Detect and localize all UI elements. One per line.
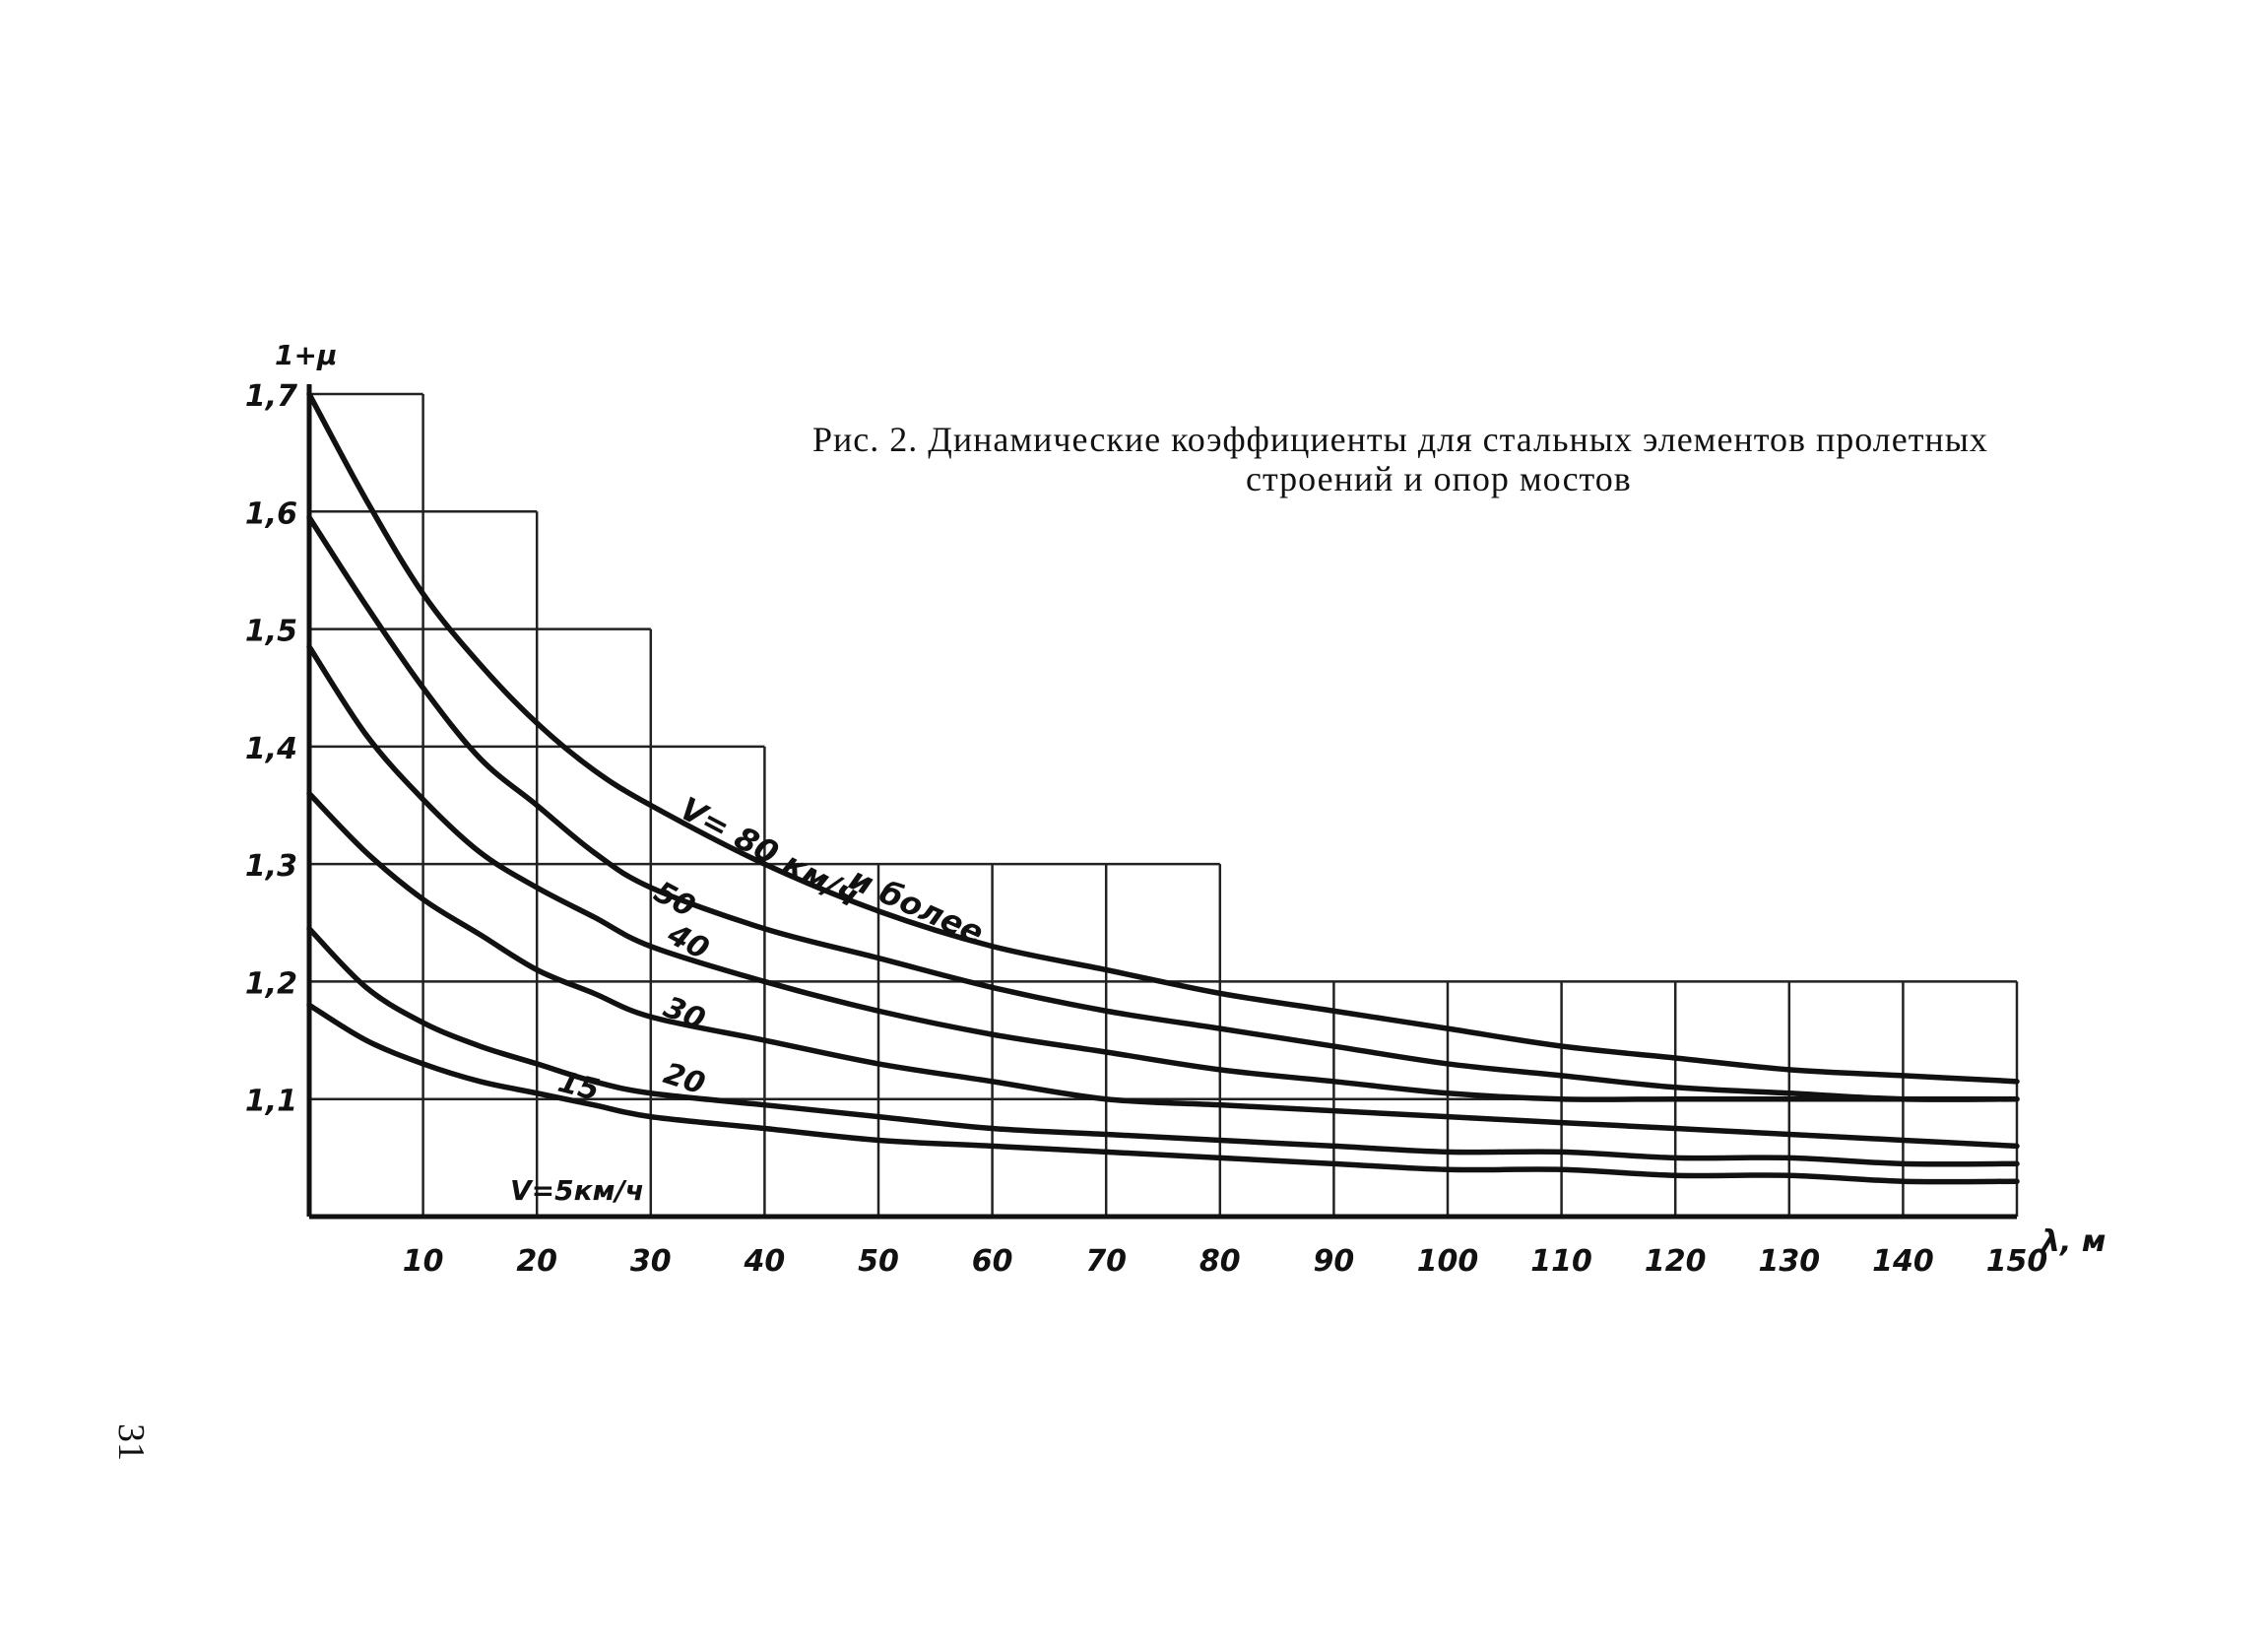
page-number: 31 [110,1423,152,1461]
x-tick-label: 40 [744,1244,786,1279]
x-tick-label: 150 [1986,1244,2048,1279]
series-curve [306,1002,2020,1185]
x-axis-title: λ, м [2040,1224,2106,1259]
series-curve [306,790,2020,1150]
y-tick-label: 1,3 [245,849,297,884]
x-tick-label: 30 [630,1244,672,1279]
x-tick-label: 130 [1758,1244,1820,1279]
figure-caption-line-2: строений и опор мостов [1246,459,1632,498]
x-tick-label: 100 [1417,1244,1479,1279]
series-label: V=5км/ч [510,1174,644,1207]
x-tick-label: 20 [516,1244,557,1279]
x-tick-label: 50 [858,1244,899,1279]
axes [306,384,2017,1220]
x-tick-label: 70 [1085,1244,1127,1279]
y-tick-label: 1,5 [245,615,297,649]
series-label: 40 [661,917,714,967]
y-tick-label: 1,7 [245,379,297,414]
tick-labels: 10 20 30 40 50 60 70 80 90 100 110 120 130 140 1501,11… [245,339,2106,1279]
series-label: 50 [648,875,700,925]
x-tick-label: 90 [1314,1244,1355,1279]
y-tick-label: 1,6 [245,496,297,531]
curves [306,391,2020,1185]
series-curve [306,391,2020,1085]
series-label: 15 [554,1065,603,1108]
series-label: V= 80 км/ч [674,790,865,915]
series-curve [306,643,2020,1102]
series-curve [306,926,2020,1167]
x-tick-label: 110 [1530,1244,1592,1279]
x-tick-label: 80 [1199,1244,1241,1279]
figure-caption-line-1: Рис. 2. Динамические коэффициенты для ст… [812,420,1988,459]
x-tick-label: 10 [403,1244,444,1279]
y-tick-label: 1,4 [245,732,297,766]
series-curve [306,514,2020,1102]
y-tick-label: 1,1 [245,1085,297,1119]
y-axis-title: 1+μ [275,339,338,371]
x-tick-label: 120 [1645,1244,1707,1279]
y-tick-label: 1,2 [245,966,297,1001]
x-tick-label: 140 [1872,1244,1934,1279]
x-tick-label: 60 [972,1244,1013,1279]
